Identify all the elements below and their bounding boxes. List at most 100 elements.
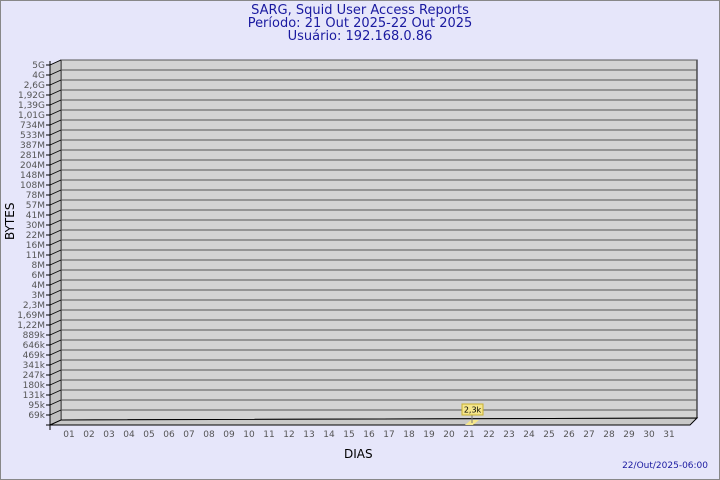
- y-tick-depth: [49, 89, 62, 96]
- x-tick-label: 13: [303, 430, 314, 440]
- y-tick-label: 4G: [32, 71, 45, 81]
- x-tick-label: 14: [323, 430, 335, 440]
- x-tick-label: 31: [663, 430, 674, 440]
- y-tick-depth: [49, 299, 62, 306]
- y-tick-label: 5G: [32, 61, 45, 71]
- y-tick-label: 1,22M: [17, 321, 45, 331]
- y-tick-depth: [49, 349, 62, 356]
- y-tick-label: 387M: [20, 141, 45, 151]
- y-tick-label: 1,39G: [18, 101, 45, 111]
- y-tick-label: 16M: [26, 241, 45, 251]
- y-tick-label: 1,01G: [18, 111, 45, 121]
- x-tick-label: 10: [243, 430, 255, 440]
- y-tick-label: 247k: [23, 371, 46, 381]
- y-tick-depth: [49, 109, 62, 116]
- y-tick-depth: [49, 289, 62, 296]
- y-tick-label: 2,6G: [24, 81, 45, 91]
- x-tick-label: 28: [603, 430, 615, 440]
- y-tick-depth: [49, 169, 62, 176]
- x-tick-label: 30: [643, 430, 655, 440]
- x-tick-label: 04: [123, 430, 135, 440]
- y-tick-depth: [49, 219, 62, 226]
- y-tick-depth: [49, 99, 62, 106]
- y-tick-label: 131k: [23, 391, 46, 401]
- y-tick-label: 148M: [20, 171, 45, 181]
- x-tick-label: 16: [363, 430, 375, 440]
- y-tick-depth: [49, 269, 62, 276]
- y-tick-label: 1,69M: [17, 311, 45, 321]
- y-tick-label: 69k: [28, 411, 45, 421]
- y-tick-label: 6M: [32, 271, 46, 281]
- x-tick-label: 29: [623, 430, 635, 440]
- x-tick-label: 15: [343, 430, 354, 440]
- x-tick-label: 11: [263, 430, 274, 440]
- y-tick-depth: [49, 369, 62, 376]
- y-tick-label: 22M: [26, 231, 45, 241]
- x-tick-label: 19: [423, 430, 435, 440]
- y-tick-depth: [49, 249, 62, 256]
- y-tick-label: 95k: [28, 401, 45, 411]
- x-tick-label: 20: [443, 430, 455, 440]
- y-tick-label: 3M: [32, 291, 46, 301]
- y-tick-label: 4M: [32, 281, 46, 291]
- timestamp: 22/Out/2025-06:00: [622, 461, 708, 471]
- x-tick-label: 02: [83, 430, 94, 440]
- x-tick-label: 12: [283, 430, 294, 440]
- y-tick-depth: [49, 359, 62, 366]
- y-tick-label: 30M: [26, 221, 45, 231]
- y-tick-depth: [49, 159, 62, 166]
- x-tick-label: 23: [503, 430, 514, 440]
- y-tick-depth: [49, 259, 62, 266]
- y-tick-label: 889k: [23, 331, 46, 341]
- y-tick-depth: [49, 309, 62, 316]
- x-tick-label: 05: [143, 430, 154, 440]
- y-tick-label: 78M: [26, 191, 45, 201]
- y-tick-depth: [49, 139, 62, 146]
- x-tick-label: 26: [563, 430, 575, 440]
- y-tick-depth: [49, 399, 62, 406]
- y-tick-label: 8M: [32, 261, 46, 271]
- y-tick-depth: [49, 239, 62, 246]
- y-tick-depth: [49, 179, 62, 186]
- x-axis-label: DIAS: [344, 447, 373, 461]
- y-tick-label: 57M: [26, 201, 45, 211]
- y-tick-depth: [49, 119, 62, 126]
- data-label: 2,3k: [464, 406, 482, 415]
- y-tick-label: 533M: [20, 131, 45, 141]
- y-tick-label: 108M: [20, 181, 45, 191]
- x-tick-label: 25: [543, 430, 554, 440]
- x-tick-label: 08: [203, 430, 215, 440]
- chart-title: SARG, Squid User Access Reports: [251, 3, 469, 18]
- y-tick-label: 41M: [26, 211, 45, 221]
- y-tick-depth: [49, 229, 62, 236]
- chart-user: Usuário: 192.168.0.86: [287, 29, 433, 44]
- y-tick-depth: [49, 209, 62, 216]
- y-tick-depth: [49, 79, 62, 86]
- y-tick-depth: [49, 379, 62, 386]
- y-tick-label: 469k: [23, 351, 46, 361]
- y-tick-depth: [49, 129, 62, 136]
- x-tick-label: 27: [583, 430, 594, 440]
- data-label-box: [461, 403, 484, 416]
- y-tick-label: 2,3M: [23, 301, 45, 311]
- y-tick-label: 1,92G: [18, 91, 45, 101]
- y-tick-label: 11M: [26, 251, 45, 261]
- y-tick-depth: [49, 329, 62, 336]
- x-tick-label: 06: [163, 430, 175, 440]
- y-tick-depth: [49, 339, 62, 346]
- y-tick-depth: [49, 409, 62, 416]
- y-axis-label: BYTES: [3, 202, 17, 240]
- y-tick-depth: [49, 319, 62, 326]
- x-tick-label: 07: [183, 430, 194, 440]
- y-tick-label: 281M: [20, 151, 45, 161]
- y-tick-depth: [49, 279, 62, 286]
- y-tick-depth: [49, 199, 62, 206]
- y-tick-depth: [49, 189, 62, 196]
- x-tick-label: 18: [403, 430, 415, 440]
- y-tick-depth: [49, 69, 62, 76]
- x-tick-label: 22: [483, 430, 494, 440]
- y-tick-label: 341k: [23, 361, 46, 371]
- x-tick-label: 03: [103, 430, 114, 440]
- y-tick-label: 180k: [23, 381, 46, 391]
